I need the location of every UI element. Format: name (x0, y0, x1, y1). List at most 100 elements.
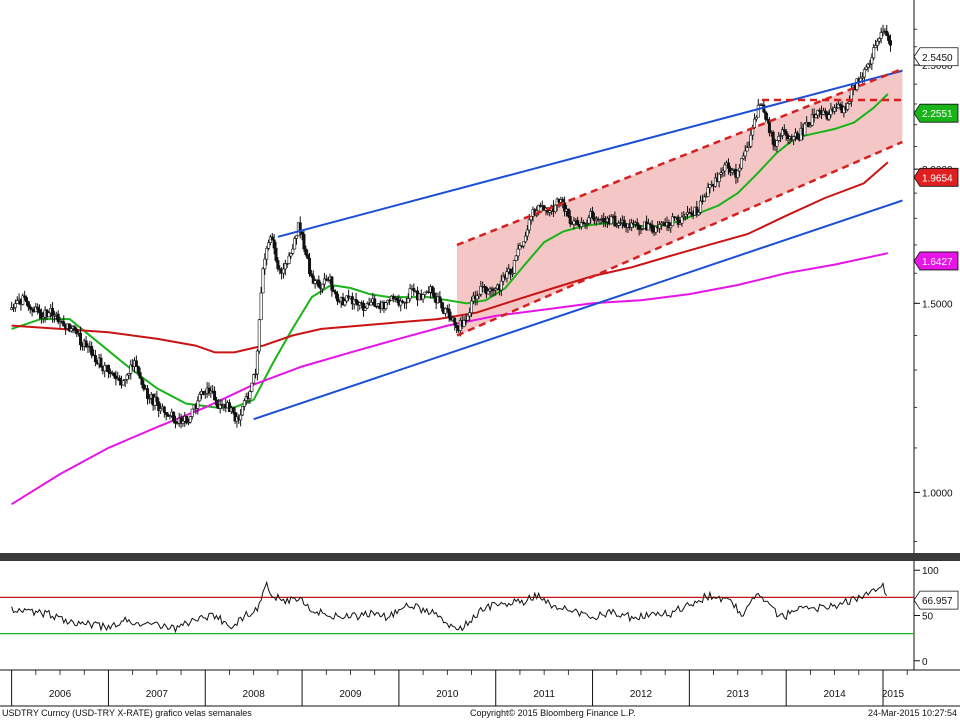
candle (563, 196, 567, 217)
candle-body (13, 303, 17, 308)
candle-body (75, 329, 79, 335)
candle-body (384, 302, 388, 309)
candle-body (330, 276, 334, 291)
candle-body (505, 271, 509, 279)
candle (512, 259, 516, 274)
candle-body (317, 279, 321, 288)
candle (270, 233, 274, 241)
candle (618, 217, 622, 226)
candle (846, 101, 850, 112)
candle-body (399, 300, 403, 306)
candle-body (287, 255, 291, 264)
candle-body (142, 384, 146, 390)
candle (810, 108, 814, 127)
candle-body (401, 300, 405, 303)
candle (36, 303, 40, 315)
short-ma-tag-label: 2.2551 (922, 109, 953, 120)
candle-body (47, 312, 51, 318)
candle (695, 201, 699, 218)
candle-body (602, 218, 606, 223)
candle-body (304, 248, 308, 255)
candle (136, 365, 140, 376)
candle (650, 220, 654, 235)
candle (743, 145, 747, 162)
candle (706, 182, 710, 197)
candle-body (803, 123, 807, 136)
candle-body (358, 302, 362, 306)
candle-body (591, 211, 595, 219)
oscillator-panel (0, 580, 914, 635)
candle (827, 110, 831, 122)
candle (483, 284, 487, 294)
candle (365, 301, 369, 310)
candle-body (274, 247, 278, 261)
candle-body (99, 357, 103, 368)
candle-body (842, 106, 846, 114)
candle (201, 391, 205, 396)
candle (490, 286, 494, 297)
candle-body (499, 280, 503, 291)
candle-body (188, 416, 192, 423)
candle (187, 418, 191, 426)
candle-body (807, 121, 811, 128)
candle (792, 135, 796, 146)
candle (84, 336, 88, 349)
candle-body (118, 377, 122, 382)
candle (816, 109, 820, 120)
candle (358, 302, 362, 311)
candle (678, 220, 682, 225)
candle-body (164, 411, 168, 415)
candle-body (11, 307, 15, 309)
long-ma-tag-label: 1.6427 (922, 257, 953, 268)
candle-body (743, 150, 747, 157)
candle-body (214, 399, 218, 406)
candle-body (322, 278, 326, 285)
candle-body (514, 255, 518, 261)
candle (121, 379, 125, 386)
candle (293, 236, 297, 250)
candle (265, 245, 269, 266)
candle (274, 241, 278, 263)
candle (803, 122, 807, 136)
shaded-channel-area (457, 68, 903, 336)
candle-body (239, 414, 243, 421)
candle (159, 403, 163, 414)
candle (401, 299, 405, 304)
candle (494, 286, 498, 296)
candle (157, 397, 161, 418)
candle (730, 167, 734, 176)
candle-body (62, 321, 66, 327)
candle-body (563, 202, 567, 212)
short-ma-tag-box (913, 103, 959, 123)
candle (56, 310, 60, 325)
candle (576, 216, 580, 226)
candle-body (138, 372, 142, 379)
candle-body (468, 312, 472, 317)
candle-body (721, 170, 725, 173)
candle-body (391, 295, 395, 299)
candle-body (257, 319, 261, 352)
candle (834, 102, 838, 112)
candle-body (462, 319, 466, 327)
candle (188, 415, 192, 424)
candle-body (242, 400, 246, 407)
candle-body (69, 328, 73, 332)
candle (386, 299, 390, 306)
candle (872, 43, 876, 61)
candle-body (868, 63, 872, 65)
candle (887, 32, 891, 45)
candle-body (248, 391, 252, 399)
candle (874, 39, 878, 49)
candle (308, 252, 312, 277)
candle-body (568, 216, 572, 224)
candle (782, 124, 786, 135)
candle-body (308, 257, 312, 275)
candle-body (129, 364, 133, 374)
candle (505, 267, 509, 283)
candle (334, 289, 338, 299)
candle-body (354, 299, 358, 302)
candle (617, 220, 621, 229)
candle-body (516, 248, 520, 257)
candle (248, 390, 252, 404)
oscillator-y-tick-label: 50 (922, 612, 934, 623)
